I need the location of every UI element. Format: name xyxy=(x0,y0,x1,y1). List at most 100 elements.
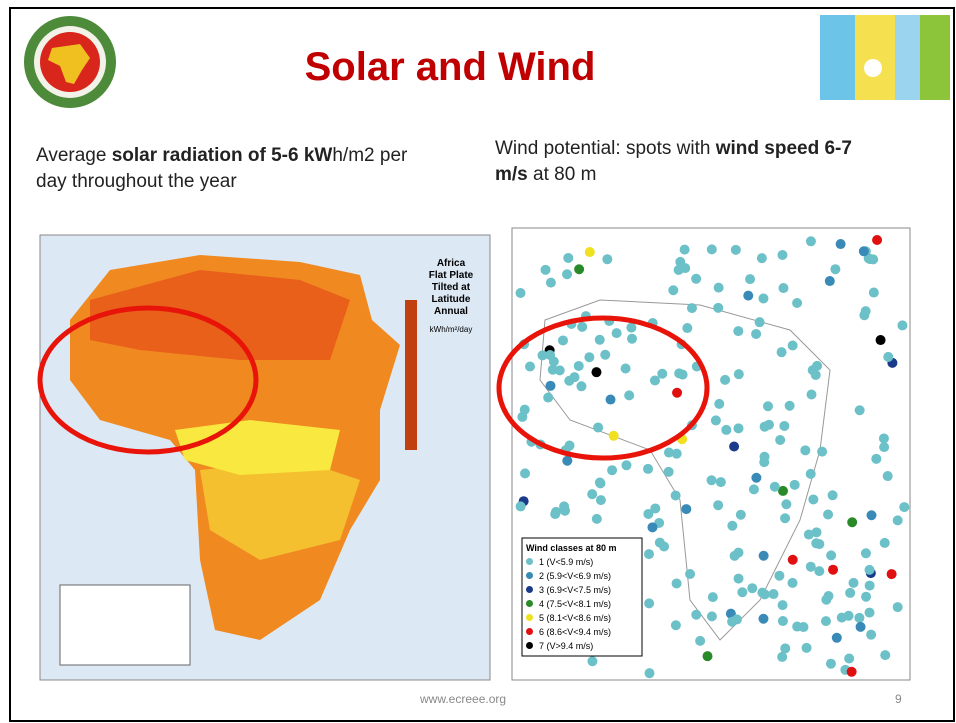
legend-item: 3 (6.9<V<7.5 m/s) xyxy=(526,583,616,597)
wind-spot xyxy=(837,613,847,623)
wind-spot xyxy=(780,513,790,523)
wind-spot xyxy=(730,551,740,561)
wind-spot xyxy=(592,514,602,524)
legend-label: 3 (6.9<V<7.5 m/s) xyxy=(539,585,611,595)
wind-spot xyxy=(564,376,574,386)
wind-spot xyxy=(798,622,808,632)
wind-spot xyxy=(734,369,744,379)
text: Africa xyxy=(420,258,482,270)
wind-spot xyxy=(751,473,761,483)
wind-spot xyxy=(681,504,691,514)
wind-spot xyxy=(585,247,595,257)
legend-item: 1 (V<5.9 m/s) xyxy=(526,555,616,569)
legend-dot xyxy=(526,572,533,579)
wind-spot xyxy=(729,441,739,451)
wind-spot xyxy=(733,326,743,336)
wind-spot xyxy=(758,614,768,624)
wind-spot xyxy=(650,375,660,385)
legend-dot xyxy=(526,628,533,635)
wind-spot xyxy=(600,350,610,360)
wind-spot xyxy=(887,569,897,579)
wind-spot xyxy=(711,415,721,425)
legend-dot xyxy=(526,600,533,607)
wind-spot xyxy=(691,274,701,284)
wind-spot xyxy=(745,274,755,284)
wind-spot xyxy=(584,352,594,362)
legend-item: 2 (5.9<V<6.9 m/s) xyxy=(526,569,616,583)
wind-spot xyxy=(811,538,821,548)
wind-spot xyxy=(866,630,876,640)
legend-label: 5 (8.1<V<8.6 m/s) xyxy=(539,613,611,623)
wind-spot xyxy=(811,370,821,380)
wind-spot xyxy=(849,578,859,588)
wind-spot xyxy=(777,250,787,260)
wind-spot xyxy=(643,464,653,474)
legend-item: 7 (V>9.4 m/s) xyxy=(526,639,616,653)
wind-spot xyxy=(538,350,548,360)
wind-spot xyxy=(781,499,791,509)
wind-spot xyxy=(621,460,631,470)
wind-spot xyxy=(821,595,831,605)
wind-spot xyxy=(736,510,746,520)
wind-spot xyxy=(893,515,903,525)
wind-spot xyxy=(821,616,831,626)
wind-spot xyxy=(883,471,893,481)
wind-spot xyxy=(845,588,855,598)
wind-spot xyxy=(626,323,636,333)
wind-spot xyxy=(551,507,561,517)
text: Annual xyxy=(420,306,482,318)
wind-spot xyxy=(825,276,835,286)
wind-spot xyxy=(869,288,879,298)
wind-spot xyxy=(680,245,690,255)
wind-spot xyxy=(788,340,798,350)
wind-spot xyxy=(859,246,869,256)
wind-spot xyxy=(899,502,909,512)
legend-item: 4 (7.5<V<8.1 m/s) xyxy=(526,597,616,611)
wind-spot xyxy=(737,587,747,597)
legend-label: 7 (V>9.4 m/s) xyxy=(539,641,593,651)
wind-spot xyxy=(671,620,681,630)
wind-spot xyxy=(682,323,692,333)
wind-spot xyxy=(836,239,846,249)
wind-spot xyxy=(546,278,556,288)
wind-spot xyxy=(707,611,717,621)
wind-spot xyxy=(788,555,798,565)
slide: Solar and Wind Average solar radiation o… xyxy=(0,0,956,723)
wind-spot xyxy=(779,421,789,431)
wind-spot xyxy=(734,574,744,584)
wind-spot xyxy=(587,489,597,499)
wind-spot xyxy=(778,600,788,610)
legend-item: 5 (8.1<V<8.6 m/s) xyxy=(526,611,616,625)
wind-text: Wind potential: spots with wind speed 6-… xyxy=(495,136,855,188)
wind-spot xyxy=(790,480,800,490)
wind-spot xyxy=(516,288,526,298)
wind-spot xyxy=(800,445,810,455)
wind-spot xyxy=(751,329,761,339)
wind-spot xyxy=(785,401,795,411)
wind-spot xyxy=(714,283,724,293)
text: Flat Plate xyxy=(420,270,482,282)
wind-spot xyxy=(760,589,770,599)
wind-spot xyxy=(731,245,741,255)
legend-dot xyxy=(526,558,533,565)
wind-spot xyxy=(806,562,816,572)
text: Average xyxy=(36,145,112,166)
wind-spot xyxy=(792,298,802,308)
text: at 80 m xyxy=(528,164,597,185)
wind-spot xyxy=(775,435,785,445)
wind-spot xyxy=(621,363,631,373)
wind-spot xyxy=(714,399,724,409)
wind-spot xyxy=(695,636,705,646)
wind-spot xyxy=(716,477,726,487)
wind-spot xyxy=(808,494,818,504)
wind-spot xyxy=(759,551,769,561)
wind-spot xyxy=(814,566,824,576)
wind-spot xyxy=(644,598,654,608)
wind-spot xyxy=(864,565,874,575)
wind-spot xyxy=(758,293,768,303)
wind-spot xyxy=(525,361,535,371)
wind-spot xyxy=(574,264,584,274)
wind-spot xyxy=(644,549,654,559)
wind-spot xyxy=(826,659,836,669)
wind-spot xyxy=(865,608,875,618)
